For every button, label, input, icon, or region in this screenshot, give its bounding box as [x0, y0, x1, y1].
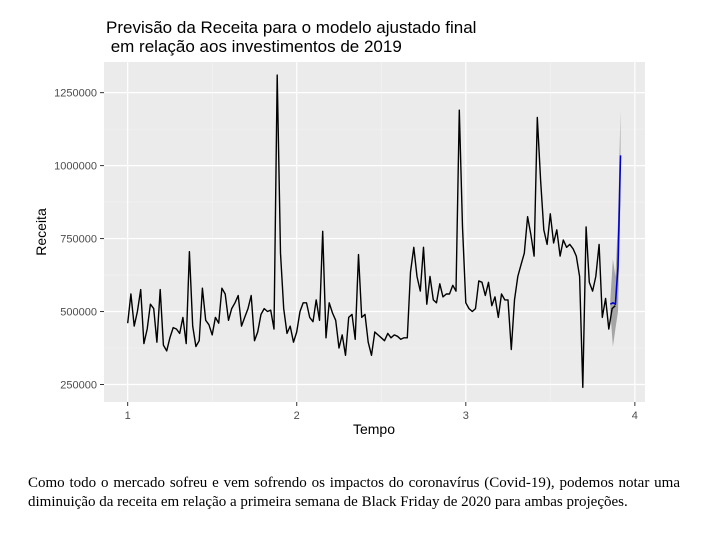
confidence-band — [610, 110, 621, 347]
x-tick-label: 3 — [463, 410, 469, 422]
confidence-band-layer — [610, 110, 621, 347]
y-tick-label: 500000 — [60, 307, 97, 319]
y-axis-title: Receita — [33, 208, 49, 256]
x-tick-label: 2 — [294, 410, 300, 422]
forecast-series-line — [609, 155, 622, 306]
plot-panel — [104, 62, 645, 402]
x-tick-label: 4 — [632, 410, 638, 422]
chart-title-line-1: Previsão da Receita para o modelo ajusta… — [106, 18, 476, 37]
series-layer — [127, 74, 622, 389]
observed-series-line — [127, 74, 616, 389]
x-axis-title: Tempo — [353, 421, 395, 437]
chart-figure: 250000 500000 750000 1000000 1250000 1 2 3 4 Pre… — [33, 18, 645, 437]
x-tick-label: 1 — [125, 410, 131, 422]
chart-title-line-2: em relação aos investimentos de 2019 — [106, 37, 402, 56]
y-tick-label: 250000 — [60, 379, 97, 391]
figure-caption: Como todo o mercado sofreu e vem sofrend… — [28, 475, 680, 510]
chart-svg: 250000 500000 750000 1000000 1250000 1 2 3 4 Pre… — [33, 18, 645, 437]
y-tick-label: 750000 — [60, 234, 97, 246]
y-tick-label: 1000000 — [54, 161, 97, 173]
y-tick-label: 1250000 — [54, 88, 97, 100]
tick-layer: 250000 500000 750000 1000000 1250000 1 2 3 4 — [54, 88, 638, 422]
